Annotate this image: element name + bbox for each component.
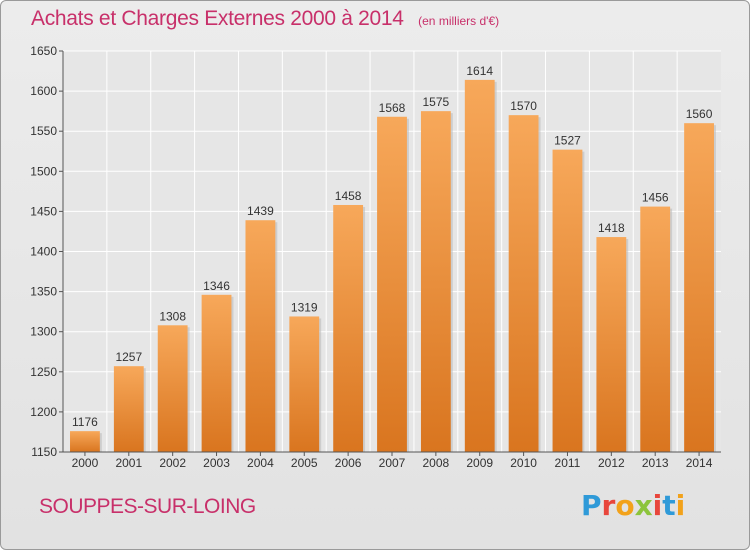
logo-letter: P [581,489,602,522]
bar [684,123,714,453]
data-label: 1568 [379,101,406,115]
logo-letter: i [652,489,663,522]
title-row: Achats et Charges Externes 2000 à 2014 (… [31,7,499,31]
y-tick-label: 1200 [30,405,57,419]
data-label: 1575 [423,95,450,109]
x-tick-label: 2006 [335,456,362,470]
bar [640,206,671,452]
x-tick-label: 2014 [686,456,713,470]
data-label: 1458 [335,189,362,203]
x-tick-label: 2004 [247,456,274,470]
bar [552,149,583,452]
data-label: 1418 [598,221,625,235]
bar [333,204,364,452]
chart-title: Achats et Charges Externes 2000 à 2014 [31,7,404,30]
bar [113,366,144,452]
bars: 1176 1257 1308 1346 1439 1319 1458 1568 1575 1614… [70,64,716,453]
bar [596,237,627,452]
bar [157,325,188,452]
data-label: 1257 [115,350,142,364]
bar [464,79,495,452]
x-tick-label: 2005 [291,456,318,470]
commune-name: SOUPPES-SUR-LOING [39,495,256,518]
y-tick-label: 1600 [30,84,57,98]
data-label: 1456 [642,191,669,205]
axes: 1150 1200 1250 1300 1350 1400 1450 1500 1550 1600… [30,44,721,470]
logo-letter: x [634,489,653,522]
y-tick-label: 1350 [30,285,57,299]
data-label: 1614 [466,64,493,78]
y-tick-label: 1400 [30,245,57,259]
x-tick-label: 2011 [555,456,581,470]
logo-letter: o [615,489,635,522]
y-tick-label: 1300 [30,325,57,339]
y-tick-label: 1500 [30,164,57,178]
x-tick-label: 2003 [203,456,230,470]
bar [245,220,276,452]
data-label: 1570 [510,99,537,113]
logo-letter: i [675,489,686,522]
x-tick-label: 2012 [598,456,625,470]
bar [420,111,451,453]
proxiti-logo: Proxiti [581,489,685,522]
y-tick-label: 1450 [30,204,57,218]
x-tick-label: 2002 [159,456,186,470]
x-tick-label: 2008 [423,456,450,470]
bar [70,431,100,452]
y-tick-label: 1150 [31,445,57,459]
chart-subtitle: (en milliers d'€) [418,14,500,28]
x-tick-label: 2001 [115,456,142,470]
x-tick-label: 2007 [379,456,406,470]
logo-letter: t [662,489,676,522]
y-tick-label: 1550 [30,124,57,138]
data-label: 1439 [247,204,274,218]
bar [201,294,232,452]
x-tick-label: 2000 [72,456,99,470]
y-tick-label: 1250 [30,365,57,379]
x-tick-label: 2013 [642,456,669,470]
y-tick-label: 1650 [30,44,57,58]
data-label: 1176 [72,415,98,429]
data-label: 1319 [291,300,318,314]
x-tick-label: 2009 [466,456,493,470]
data-label: 1527 [554,134,581,148]
data-label: 1308 [159,309,186,323]
data-label: 1560 [686,107,713,121]
data-label: 1346 [203,279,230,293]
bar [508,115,539,452]
x-tick-label: 2010 [510,456,537,470]
bar [377,116,407,452]
bar [289,316,320,452]
logo-letter: r [601,489,616,522]
